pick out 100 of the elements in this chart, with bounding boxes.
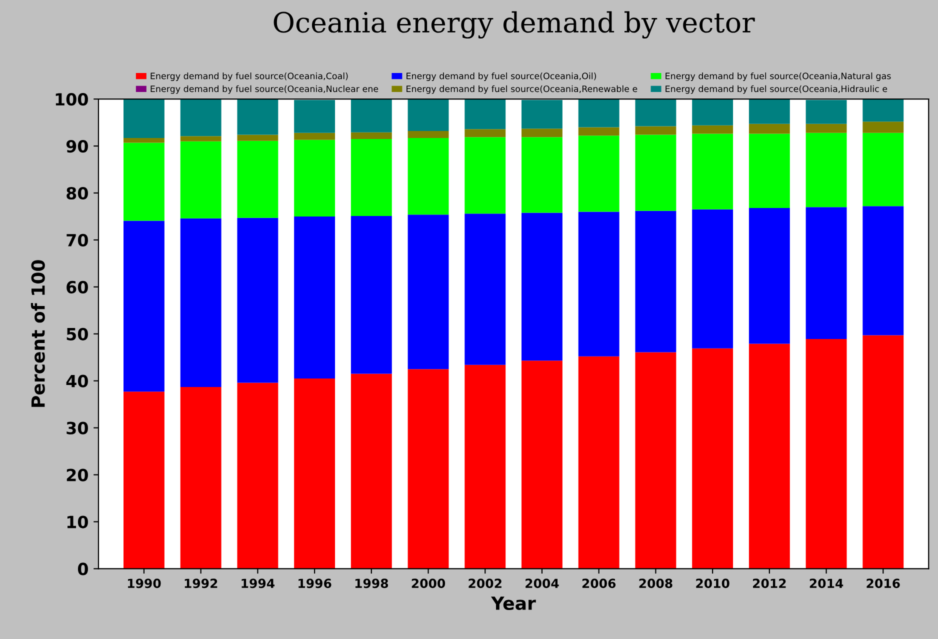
bar [237, 99, 278, 135]
bar [748, 124, 790, 134]
x-tick-label: 1990 [128, 578, 161, 588]
x-axis-title: Year [490, 596, 536, 610]
bar [862, 132, 904, 206]
bar [408, 214, 449, 370]
x-tick-label: 2014 [810, 578, 844, 588]
bar [578, 212, 620, 356]
bar [635, 126, 676, 135]
legend-label: Energy demand by fuel source(Oceania,Oil) [406, 72, 596, 81]
bar [124, 99, 164, 138]
y-tick-label: 50 [66, 328, 88, 340]
bar [748, 344, 790, 569]
bar [408, 99, 449, 131]
bar [294, 132, 336, 140]
x-tick-label: 2006 [582, 578, 616, 588]
y-tick-label: 100 [56, 93, 88, 106]
bar [692, 134, 734, 210]
bar [464, 129, 506, 138]
bar [124, 142, 164, 221]
y-tick-label: 80 [66, 186, 88, 200]
y-axis-title: Percent of 100 [30, 260, 45, 407]
bar [806, 207, 847, 340]
bar [237, 218, 278, 383]
y-tick-label: 70 [66, 234, 88, 247]
bar [237, 382, 278, 569]
bar [748, 99, 790, 124]
x-tick-label: 2010 [696, 578, 730, 588]
legend-label: Energy demand by fuel source(Oceania,Coal) [150, 72, 348, 81]
y-tick-label: 60 [66, 280, 88, 294]
bar [578, 127, 620, 136]
x-tick-label: 1994 [242, 578, 275, 588]
bar [350, 132, 392, 139]
x-tick-label: 2000 [412, 578, 446, 588]
bar [294, 216, 336, 378]
y-tick-label: 10 [67, 516, 88, 528]
bar [635, 134, 676, 211]
legend-label: Energy demand by fuel source(Oceania,Natural gas [666, 72, 891, 81]
bar [862, 122, 904, 133]
bar [522, 212, 562, 361]
bar [806, 132, 847, 208]
bar [692, 209, 734, 348]
bar [464, 364, 506, 569]
bar [124, 138, 164, 143]
bar [350, 99, 392, 132]
bar [180, 218, 222, 387]
bar [692, 348, 734, 569]
bar [124, 392, 164, 569]
x-tick-label: 2016 [866, 578, 900, 588]
bar [464, 214, 506, 365]
bar [237, 140, 278, 218]
x-tick-label: 2008 [639, 578, 672, 588]
bar [862, 99, 904, 122]
bar [578, 99, 620, 128]
bar [350, 374, 392, 569]
bar [408, 130, 449, 138]
legend-label: Energy demand by fuel source(Oceania,Nuclear ene [150, 85, 378, 94]
bar [522, 360, 562, 569]
bar [578, 136, 620, 212]
bar [124, 220, 164, 392]
x-tick-label: 2002 [468, 578, 502, 588]
x-tick-label: 1996 [298, 578, 332, 588]
bar [180, 141, 222, 218]
bar [806, 339, 847, 569]
bar [350, 216, 392, 374]
bar [806, 124, 847, 133]
legend-label: Energy demand by fuel source(Oceania,Renewable e [406, 85, 638, 94]
bar [294, 140, 336, 216]
bar [237, 134, 278, 141]
bar [180, 386, 222, 569]
bar [522, 100, 562, 129]
y-tick-label: 20 [66, 468, 88, 482]
x-tick-label: 1998 [355, 578, 388, 588]
bar [294, 378, 336, 569]
bar [464, 99, 506, 130]
bar [862, 206, 904, 336]
bar [180, 136, 222, 142]
bar [350, 138, 392, 216]
chart-title: Oceania energy demand by vector [274, 11, 755, 39]
y-tick-label: 90 [66, 140, 88, 153]
legend-label: Energy demand by fuel source(Oceania,Hidraulic e [666, 85, 888, 94]
bar [408, 138, 449, 215]
x-tick-label: 2004 [526, 578, 559, 588]
x-tick-label: 2012 [753, 578, 786, 588]
y-tick-label: 0 [78, 562, 88, 576]
bar [578, 356, 620, 569]
x-tick-label: 1992 [184, 578, 218, 588]
bar [748, 208, 790, 344]
bar [806, 100, 847, 124]
bar [408, 369, 449, 569]
y-tick-label: 40 [66, 374, 88, 388]
bar [748, 134, 790, 208]
bar [522, 137, 562, 213]
bar [464, 137, 506, 214]
bar [862, 335, 904, 569]
bar [692, 99, 734, 126]
bar [635, 352, 676, 569]
bar [692, 125, 734, 134]
bar [180, 99, 222, 136]
bar [635, 210, 676, 352]
